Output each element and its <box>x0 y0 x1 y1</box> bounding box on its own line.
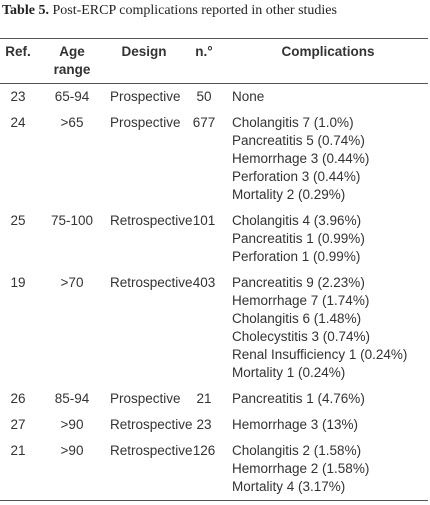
cell-age: 85-94 <box>54 391 90 406</box>
complication: Cholangitis 2 (1.58%) <box>232 443 362 458</box>
cell-complications: Cholangitis 7 (1.0%) Pancreatitis 5 (0.74… <box>228 110 428 208</box>
cell-ref: 26 <box>10 391 26 406</box>
header-ref: Ref. <box>5 44 31 59</box>
cell-design: Retrospective <box>110 275 193 290</box>
cell-age: 75-100 <box>50 213 94 228</box>
cell-design: Prospective <box>110 391 181 406</box>
cell-age: 65-94 <box>54 89 90 104</box>
cell-n: 677 <box>192 115 216 130</box>
complication: Hemorrhage 3 (13%) <box>232 417 359 432</box>
complication: None <box>232 89 265 104</box>
table-row: 19 >70 Retrospective 403 Pancreatitis 9 (2.2… <box>0 270 428 386</box>
complication: Cholecystitis 3 (0.74%) <box>232 329 371 344</box>
cell-design: Prospective <box>110 115 181 130</box>
caption: Table 5. Post-ERCP complications reporte… <box>2 2 337 20</box>
cell-complications: None <box>228 84 428 111</box>
complication: Mortality 2 (0.29%) <box>232 187 346 202</box>
complication: Pancreatitis 1 (0.99%) <box>232 231 365 246</box>
table-row: 26 85-94 Prospective 21 Pancreatitis 1 (4.76… <box>0 386 428 412</box>
cell-n: 126 <box>192 443 216 458</box>
complication: Mortality 4 (3.17%) <box>232 479 346 494</box>
header-age: Age range <box>53 44 91 77</box>
caption-text: Post-ERCP complications reported in othe… <box>52 3 337 18</box>
cell-age: >90 <box>60 417 84 432</box>
caption-label: Table 5. <box>2 3 49 18</box>
cell-n: 21 <box>196 391 212 406</box>
complication: Hemorrhage 3 (0.44%) <box>232 151 370 166</box>
complication: Hemorrhage 7 (1.74%) <box>232 293 370 308</box>
cell-age: >90 <box>60 443 84 458</box>
cell-n: 101 <box>192 213 216 228</box>
header-design: Design <box>121 44 167 59</box>
complication: Pancreatitis 1 (4.76%) <box>232 391 365 406</box>
cell-ref: 25 <box>10 213 26 228</box>
header-n: n.° <box>195 44 213 59</box>
complication: Perforation 3 (0.44%) <box>232 169 361 184</box>
cell-ref: 19 <box>10 275 26 290</box>
cell-complications: Hemorrhage 3 (13%) <box>228 412 428 438</box>
complication: Perforation 1 (0.99%) <box>232 249 361 264</box>
cell-complications: Pancreatitis 1 (4.76%) <box>228 386 428 412</box>
cell-n: 23 <box>196 417 212 432</box>
table-row: 24 >65 Prospective 677 Cholangitis 7 (1.0%) P… <box>0 110 428 208</box>
cell-ref: 27 <box>10 417 26 432</box>
table-row: 27 >90 Retrospective 23 Hemorrhage 3 (13%) <box>0 412 428 438</box>
cell-n: 403 <box>192 275 216 290</box>
complication: Cholangitis 6 (1.48%) <box>232 311 362 326</box>
table-header: Ref. Age range Design n.° Complications <box>0 38 428 84</box>
complication: Mortality 1 (0.24%) <box>232 365 346 380</box>
header-row: Ref. Age range Design n.° Complications <box>0 38 428 84</box>
table: Ref. Age range Design n.° Complications 23 65… <box>0 38 428 501</box>
complication: Pancreatitis 9 (2.23%) <box>232 275 365 290</box>
complication: Cholangitis 4 (3.96%) <box>232 213 362 228</box>
cell-ref: 23 <box>10 89 26 104</box>
complication: Hemorrhage 2 (1.58%) <box>232 461 370 476</box>
cell-design: Prospective <box>110 89 181 104</box>
complication: Cholangitis 7 (1.0%) <box>232 115 354 130</box>
cell-complications: Pancreatitis 9 (2.23%) Hemorrhage 7 (1.74… <box>228 270 428 386</box>
cell-design: Retrospective <box>110 417 193 432</box>
table-row: 25 75-100 Retrospective 101 Cholangitis 4 (3… <box>0 208 428 270</box>
cell-ref: 24 <box>10 115 26 130</box>
table-body: 23 65-94 Prospective 50 None 24 >65 Prospective… <box>0 84 428 501</box>
cell-age: >65 <box>60 115 84 130</box>
table-row: 23 65-94 Prospective 50 None <box>0 84 428 111</box>
complication: Renal Insufficiency 1 (0.24%) <box>232 347 408 362</box>
cell-design: Retrospective <box>110 213 193 228</box>
table-row: 21 >90 Retrospective 126 Cholangitis 2 (1.58… <box>0 438 428 501</box>
cell-n: 50 <box>196 89 212 104</box>
cell-age: >70 <box>60 275 84 290</box>
cell-complications: Cholangitis 2 (1.58%) Hemorrhage 2 (1.58%… <box>228 438 428 501</box>
cell-design: Retrospective <box>110 443 193 458</box>
header-complications: Complications <box>281 44 375 59</box>
complication: Pancreatitis 5 (0.74%) <box>232 133 365 148</box>
cell-complications: Cholangitis 4 (3.96%) Pancreatitis 1 (0.9… <box>228 208 428 270</box>
cell-ref: 21 <box>10 443 26 458</box>
